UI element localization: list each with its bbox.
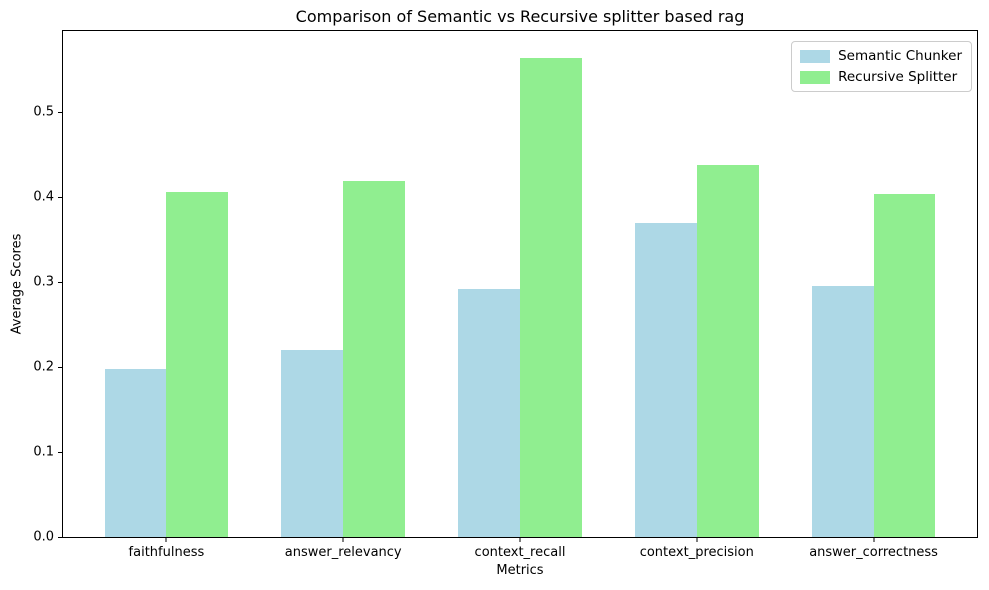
bar-answer_correctness-series1 [811,286,874,537]
y-tick-mark [58,196,62,198]
bar-context_recall-series2 [520,58,582,537]
bar-faithfulness-series1 [104,368,167,537]
x-tick-label-faithfulness: faithfulness [128,545,205,560]
x-tick-label-answer_relevancy: answer_relevancy [284,545,402,560]
bar-faithfulness-series2 [166,191,229,537]
x-tick-mark [342,538,344,542]
bar-context_precision-series1 [634,223,697,537]
x-tick-mark [696,538,698,542]
x-tick-label-context_precision: context_precision [639,545,754,560]
legend-item: Semantic Chunker [800,48,962,64]
bar-answer_relevancy-series1 [281,349,344,537]
x-axis-label: Metrics [496,563,544,578]
x-tick-label-context_recall: context_recall [474,545,566,560]
y-tick-mark [58,537,62,538]
y-tick-label: 0.4 [33,189,54,205]
x-tick-mark [165,538,167,542]
x-tick-mark [519,538,521,542]
legend-swatch [800,70,831,84]
y-tick-mark [58,281,62,283]
y-tick-mark [58,451,62,453]
y-tick-label: 0.0 [33,529,54,545]
x-tick-mark [873,538,875,542]
legend-label: Recursive Splitter [838,69,958,85]
x-tick-label-answer_correctness: answer_correctness [809,545,938,560]
y-tick-label: 0.2 [33,359,54,375]
legend-item: Recursive Splitter [800,69,962,85]
y-tick-label: 0.5 [33,104,54,120]
y-tick-mark [58,366,62,368]
y-axis-label: Average Scores [9,233,25,335]
bar-context_recall-series1 [458,288,520,537]
legend-swatch [800,49,831,63]
chart-title: Comparison of Semantic vs Recursive spli… [295,7,745,26]
bar-context_precision-series2 [696,164,759,537]
y-tick-label: 0.3 [33,274,54,290]
legend-label: Semantic Chunker [838,48,962,64]
legend: Semantic Chunker Recursive Splitter [791,41,972,92]
plot-area: 0.0 0.1 0.2 0.3 0.4 0.5 faithfulness answer_rel… [33,30,978,560]
y-tick-mark [58,111,62,113]
bar-answer_correctness-series2 [873,194,936,537]
y-tick-label: 0.1 [33,444,54,460]
bar-answer_relevancy-series2 [343,180,406,537]
